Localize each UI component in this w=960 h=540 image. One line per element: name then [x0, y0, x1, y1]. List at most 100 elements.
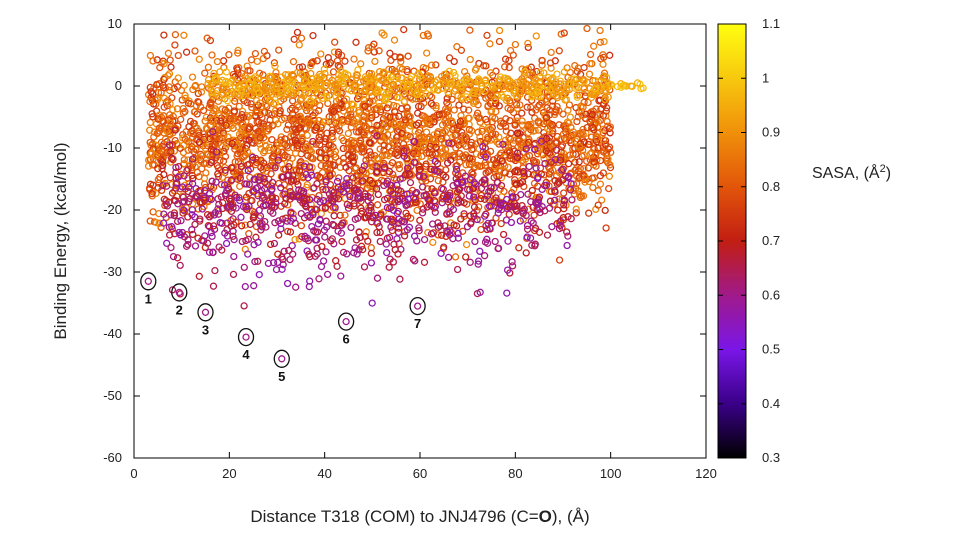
data-point [549, 97, 557, 105]
data-point [567, 75, 575, 84]
data-point [259, 108, 267, 116]
data-point [561, 96, 569, 104]
data-point [440, 79, 448, 88]
data-point [331, 203, 339, 212]
data-point [231, 191, 239, 199]
data-point [350, 55, 358, 63]
data-point [432, 61, 440, 69]
data-point [471, 180, 480, 188]
data-point [444, 88, 452, 96]
data-point [328, 126, 337, 134]
data-point [551, 155, 560, 164]
data-point [395, 164, 404, 173]
data-point [309, 137, 317, 146]
data-point [353, 71, 361, 79]
data-point [466, 154, 474, 162]
data-point [355, 93, 364, 102]
data-point [326, 172, 334, 180]
data-point [468, 145, 476, 154]
data-point [401, 116, 409, 124]
data-point [576, 193, 585, 202]
data-point [184, 165, 192, 173]
data-point [419, 173, 428, 181]
data-point [337, 67, 345, 75]
data-point [261, 178, 269, 186]
data-point [440, 140, 449, 149]
data-point [474, 76, 483, 85]
data-point [298, 70, 306, 79]
data-point [182, 48, 191, 56]
data-point [592, 138, 601, 146]
data-point [164, 49, 173, 57]
data-point [461, 172, 470, 180]
data-point [310, 114, 318, 122]
data-point [518, 121, 527, 129]
data-point [225, 79, 234, 87]
data-point [218, 246, 226, 254]
data-point [192, 102, 201, 110]
data-point [486, 40, 494, 48]
data-point [445, 208, 453, 216]
data-point [332, 119, 340, 127]
data-point [208, 177, 216, 186]
data-point [423, 30, 432, 38]
data-point [606, 163, 615, 172]
data-point [181, 108, 189, 116]
data-point [507, 82, 515, 91]
data-point [443, 159, 452, 167]
data-point [356, 78, 364, 86]
highlight-ring [171, 283, 188, 302]
data-point [589, 183, 597, 192]
data-point [429, 101, 437, 110]
data-point [268, 182, 276, 190]
data-point [280, 247, 288, 255]
data-point [491, 99, 500, 107]
data-point [524, 190, 532, 198]
data-point [184, 213, 192, 221]
data-point [373, 274, 382, 282]
data-point [538, 185, 546, 194]
data-point [509, 145, 517, 153]
data-point [580, 77, 588, 85]
data-point [422, 191, 430, 199]
data-point [478, 127, 486, 135]
data-point [376, 237, 384, 246]
data-point [247, 100, 255, 108]
data-point [333, 88, 341, 97]
data-point [469, 99, 478, 108]
data-point [499, 119, 508, 128]
data-point [188, 206, 197, 214]
highlighted-point [242, 333, 250, 341]
data-point [384, 88, 393, 97]
data-point [405, 223, 414, 231]
data-point [322, 223, 331, 231]
data-point [366, 114, 375, 123]
y-tick-label: -40 [103, 326, 122, 341]
data-point [271, 164, 279, 172]
data-point [474, 260, 482, 268]
data-point [202, 169, 210, 177]
data-point [536, 141, 544, 149]
data-point [430, 136, 439, 145]
point-label: 4 [242, 347, 250, 362]
data-point [445, 67, 453, 75]
data-point [483, 235, 491, 243]
data-point [422, 89, 431, 98]
data-point [359, 245, 367, 254]
data-point [594, 201, 602, 209]
data-point [451, 85, 460, 93]
data-point [335, 118, 343, 126]
data-point [491, 95, 499, 104]
data-point [369, 163, 377, 171]
data-point [363, 123, 371, 132]
data-point [309, 140, 317, 148]
data-point [342, 163, 350, 171]
data-point [254, 257, 262, 265]
data-point [406, 75, 414, 83]
data-point [292, 128, 301, 136]
data-point [481, 153, 490, 161]
data-point [473, 87, 481, 95]
data-point [196, 215, 204, 223]
data-point [457, 178, 466, 186]
data-point [165, 198, 173, 206]
